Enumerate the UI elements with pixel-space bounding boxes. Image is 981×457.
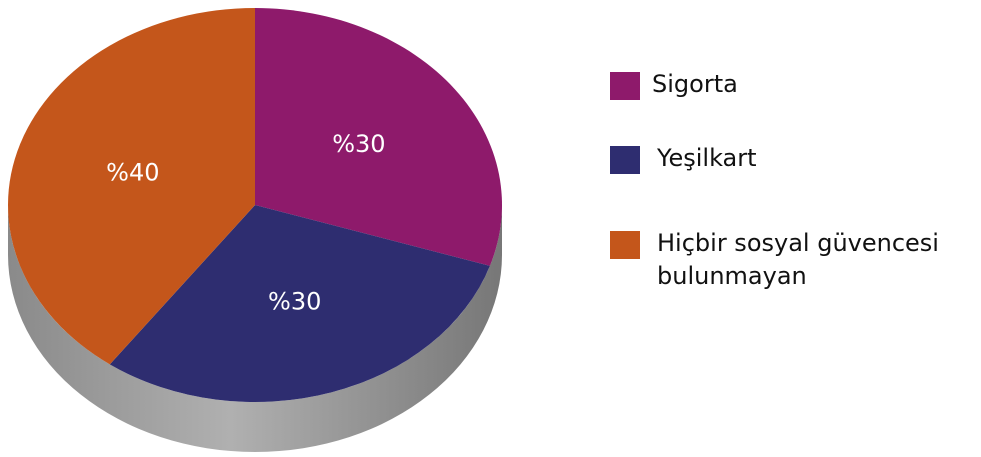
legend-item: Sigorta [610,68,972,101]
legend-label: Hiçbir sosyal güvencesi bulunmayan [657,229,939,290]
slice-label: %30 [332,130,385,158]
pie-slice [8,8,255,365]
pie-chart: %30 %30 %40 [8,8,502,452]
legend-label: Sigorta [652,70,738,98]
legend-item: Yeşilkart [610,142,977,175]
legend-swatch [610,72,640,100]
legend-label: Yeşilkart [657,144,757,172]
slice-label: %40 [106,158,159,186]
slice-label: %30 [268,287,321,315]
pie-slice [255,8,502,266]
legend-swatch [610,146,640,174]
legend-item: Hiçbir sosyal güvencesi bulunmayan [610,227,977,293]
pie-side [8,205,502,452]
legend-swatch [610,231,640,259]
pie-slice [109,205,490,402]
